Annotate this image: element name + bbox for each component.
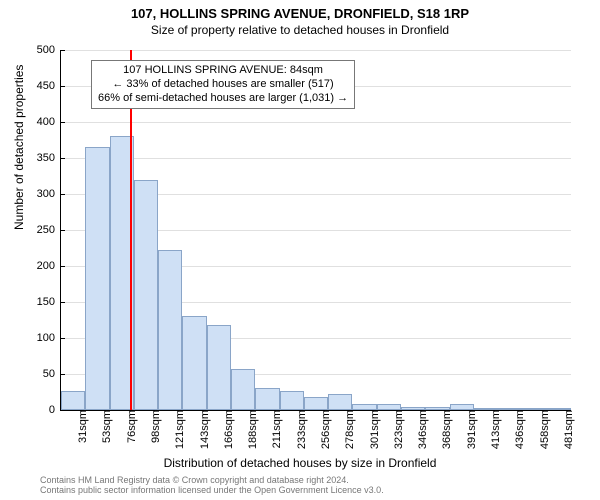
x-tick-label: 98sqm <box>146 410 162 443</box>
y-tick-label: 400 <box>37 116 61 128</box>
x-tick-label: 458sqm <box>535 410 551 449</box>
histogram-bar <box>328 394 352 410</box>
chart-title: 107, HOLLINS SPRING AVENUE, DRONFIELD, S… <box>0 0 600 21</box>
histogram-bar <box>231 369 255 410</box>
callout-line: 66% of semi-detached houses are larger (… <box>98 92 348 106</box>
y-tick-label: 450 <box>37 80 61 92</box>
x-tick-label: 121sqm <box>170 410 186 449</box>
grid-line <box>61 50 571 51</box>
histogram-bar <box>207 325 231 410</box>
x-tick-label: 391sqm <box>462 410 478 449</box>
y-tick-label: 50 <box>43 368 61 380</box>
x-tick-label: 53sqm <box>97 410 113 443</box>
x-tick-label: 346sqm <box>413 410 429 449</box>
x-tick-label: 166sqm <box>219 410 235 449</box>
histogram-bar <box>61 391 85 410</box>
attribution-line: Contains public sector information licen… <box>40 486 384 496</box>
x-tick-label: 436sqm <box>510 410 526 449</box>
x-tick-label: 301sqm <box>365 410 381 449</box>
histogram-bar <box>182 316 206 410</box>
grid-line <box>61 158 571 159</box>
chart-container: 107, HOLLINS SPRING AVENUE, DRONFIELD, S… <box>0 0 600 500</box>
marker-callout: 107 HOLLINS SPRING AVENUE: 84sqm← 33% of… <box>91 60 355 109</box>
x-tick-label: 368sqm <box>437 410 453 449</box>
x-axis-label: Distribution of detached houses by size … <box>0 456 600 470</box>
x-tick-label: 76sqm <box>122 410 138 443</box>
chart-subtitle: Size of property relative to detached ho… <box>0 21 600 37</box>
x-tick-label: 323sqm <box>389 410 405 449</box>
x-tick-label: 211sqm <box>267 410 283 448</box>
y-tick-label: 300 <box>37 188 61 200</box>
y-axis-label: Number of detached properties <box>12 65 26 230</box>
x-tick-label: 31sqm <box>73 410 89 443</box>
y-tick-label: 200 <box>37 260 61 272</box>
x-tick-label: 143sqm <box>195 410 211 449</box>
x-tick-label: 278sqm <box>340 410 356 449</box>
y-tick-label: 100 <box>37 332 61 344</box>
x-tick-label: 413sqm <box>486 410 502 449</box>
histogram-bar <box>304 397 328 410</box>
x-tick-label: 188sqm <box>243 410 259 449</box>
y-tick-label: 0 <box>49 404 61 416</box>
histogram-bar <box>85 147 109 410</box>
y-tick-label: 350 <box>37 152 61 164</box>
chart-plot-area: 05010015020025030035040045050031sqm53sqm… <box>60 50 571 411</box>
histogram-bar <box>134 180 158 410</box>
histogram-bar <box>158 250 182 410</box>
histogram-bar <box>255 388 279 410</box>
x-tick-label: 233sqm <box>292 410 308 449</box>
attribution-text: Contains HM Land Registry data © Crown c… <box>40 476 384 496</box>
grid-line <box>61 122 571 123</box>
y-tick-label: 150 <box>37 296 61 308</box>
callout-line: ← 33% of detached houses are smaller (51… <box>98 78 348 92</box>
callout-line: 107 HOLLINS SPRING AVENUE: 84sqm <box>98 64 348 78</box>
x-tick-label: 256sqm <box>316 410 332 449</box>
y-tick-label: 250 <box>37 224 61 236</box>
histogram-bar <box>280 391 304 410</box>
y-tick-label: 500 <box>37 44 61 56</box>
x-tick-label: 481sqm <box>559 410 575 449</box>
